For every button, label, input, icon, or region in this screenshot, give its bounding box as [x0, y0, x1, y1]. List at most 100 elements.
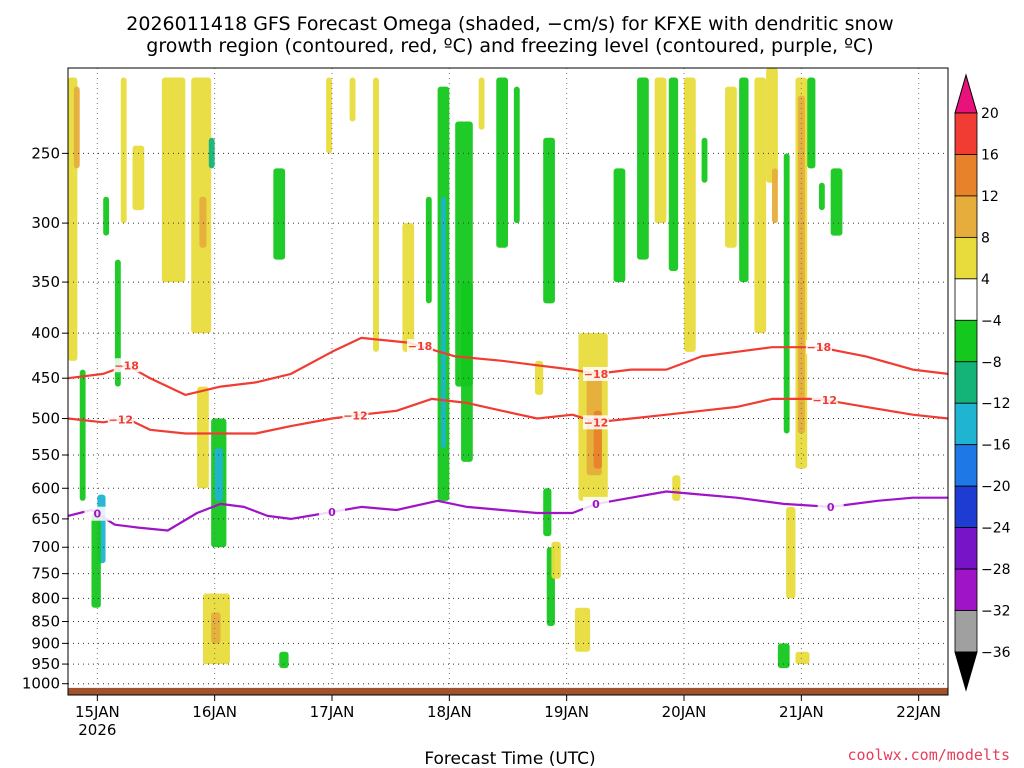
omega-cell-47: [672, 475, 681, 501]
omega-cell-51: [766, 68, 778, 183]
omega-cell-53: [783, 153, 790, 434]
omega-cell-57: [807, 77, 816, 169]
omega-cell-40: [574, 607, 591, 652]
contour-line-0: [67, 336, 949, 396]
contour-label-1-3: −12: [813, 394, 838, 407]
contour-label-2-1: 0: [328, 506, 336, 519]
colorbar-swatch-8: [954, 444, 978, 487]
omega-cell-61: [795, 651, 810, 665]
omega-cell-48: [725, 86, 737, 248]
contour-label-2-3: 0: [827, 501, 835, 514]
contour-label-bg-2-0: [84, 506, 111, 521]
omega-cell-15: [214, 447, 223, 501]
x-tick-label-1: 16JAN: [192, 703, 237, 721]
omega-cell-41: [613, 168, 626, 283]
y-tick-label-350: 350: [31, 273, 60, 291]
y-tick-label-550: 550: [31, 446, 60, 464]
omega-cell-9: [161, 77, 186, 283]
omega-cell-11: [199, 196, 207, 248]
omega-cell-17: [211, 612, 221, 644]
omega-shading-layer: [68, 68, 843, 669]
contour-label-bg-2-3: [817, 499, 844, 514]
omega-cell-30: [496, 77, 508, 248]
colorbar-swatch-4: [954, 278, 978, 321]
site-credit[interactable]: coolwx.com/modelts: [847, 746, 1010, 764]
omega-cell-12: [197, 386, 209, 489]
y-tick-label-650: 650: [31, 510, 60, 528]
x-tick-label-6: 21JAN: [779, 703, 824, 721]
contour-label-1-1: −12: [343, 409, 368, 422]
colorbar-swatch-12: [954, 610, 978, 653]
colorbar-label-12: −32: [981, 604, 1011, 620]
colorbar-label-7: −12: [981, 396, 1011, 412]
colorbar-swatch-2: [954, 195, 978, 238]
contour-line-1: [67, 397, 949, 435]
omega-cell-59: [830, 168, 843, 236]
contour-label-bg-0-1: [407, 339, 433, 354]
chart-title-line-1: 2026011418 GFS Forecast Omega (shaded, −…: [126, 13, 893, 35]
omega-cell-13: [208, 137, 215, 169]
omega-cell-45: [684, 77, 696, 352]
colorbar-label-4: 4: [981, 272, 990, 288]
colorbar-label-3: 8: [981, 230, 990, 246]
y-tick-label-300: 300: [31, 214, 60, 232]
contour-label-2-2: 0: [592, 498, 600, 511]
omega-cell-50: [754, 77, 767, 334]
contour-line-2: [67, 490, 948, 532]
terrain-layer: [68, 687, 948, 695]
omega-cell-55: [797, 95, 805, 434]
colorbar-swatch-7: [954, 402, 978, 446]
contour-label-1-2: −12: [584, 416, 609, 429]
x-tick-label-7: 22JAN: [896, 703, 941, 721]
colorbar-swatch-0: [954, 112, 978, 155]
contour-label-bg-1-3: [811, 392, 838, 407]
chart-title-line-2: growth region (contoured, red, ºC) and f…: [146, 35, 873, 57]
colorbar-swatch-1: [954, 154, 978, 197]
omega-cell-36: [551, 541, 561, 579]
omega-cell-5: [103, 196, 110, 236]
contour-label-0-0: −18: [114, 359, 139, 372]
x-tick-label-0: 15JAN: [75, 703, 120, 721]
omega-cell-2: [79, 369, 86, 501]
plot-frame: [67, 67, 949, 696]
omega-cell-18: [273, 168, 286, 260]
y-tick-label-500: 500: [31, 410, 60, 428]
omega-cell-24: [425, 196, 432, 304]
omega-cell-33: [534, 360, 544, 395]
omega-cell-31: [513, 86, 520, 224]
y-tick-label-850: 850: [31, 613, 60, 631]
colorbar-label-11: −28: [981, 562, 1011, 578]
x-axis-label: Forecast Time (UTC): [424, 749, 595, 768]
colorbar-label-8: −16: [981, 438, 1011, 454]
colorbar-swatch-9: [954, 485, 978, 529]
contour-label-bg-1-1: [342, 408, 369, 423]
contour-layer: −18 −18 −18 −18 −12 −12 −12 −12 0 0 0 0: [67, 336, 949, 532]
y-tick-label-700: 700: [31, 538, 60, 556]
omega-cell-22: [373, 77, 379, 352]
x-tick-label-4: 19JAN: [544, 703, 589, 721]
omega-cell-23: [402, 223, 415, 352]
colorbar-label-9: −20: [981, 479, 1011, 495]
omega-colorbar: 20 16 12 8 4 −4 −8 −12 −16 −20 −24 −28 −32 −36: [954, 73, 1011, 692]
omega-cell-49: [739, 77, 749, 283]
colorbar-swatch-3: [954, 236, 978, 280]
omega-cell-44: [668, 77, 679, 271]
contour-label-bg-0-2: [583, 366, 609, 381]
omega-cell-1: [73, 86, 80, 169]
colorbar-label-10: −24: [981, 521, 1011, 537]
x-tick-label-2: 17JAN: [310, 703, 355, 721]
contour-label-0-2: −18: [584, 368, 609, 381]
omega-cell-46: [701, 137, 708, 183]
colorbar-label-2: 12: [981, 189, 999, 205]
contour-label-1-0: −12: [109, 413, 134, 426]
omega-cell-26: [441, 196, 446, 448]
omega-cell-43: [654, 77, 667, 224]
omega-cell-58: [818, 182, 825, 211]
colorbar-label-1: 16: [981, 147, 999, 163]
gridlines: [68, 68, 948, 695]
x-tick-label-3: 18JAN: [427, 703, 472, 721]
contour-label-bg-1-2: [583, 415, 609, 430]
omega-cell-29: [478, 77, 485, 130]
